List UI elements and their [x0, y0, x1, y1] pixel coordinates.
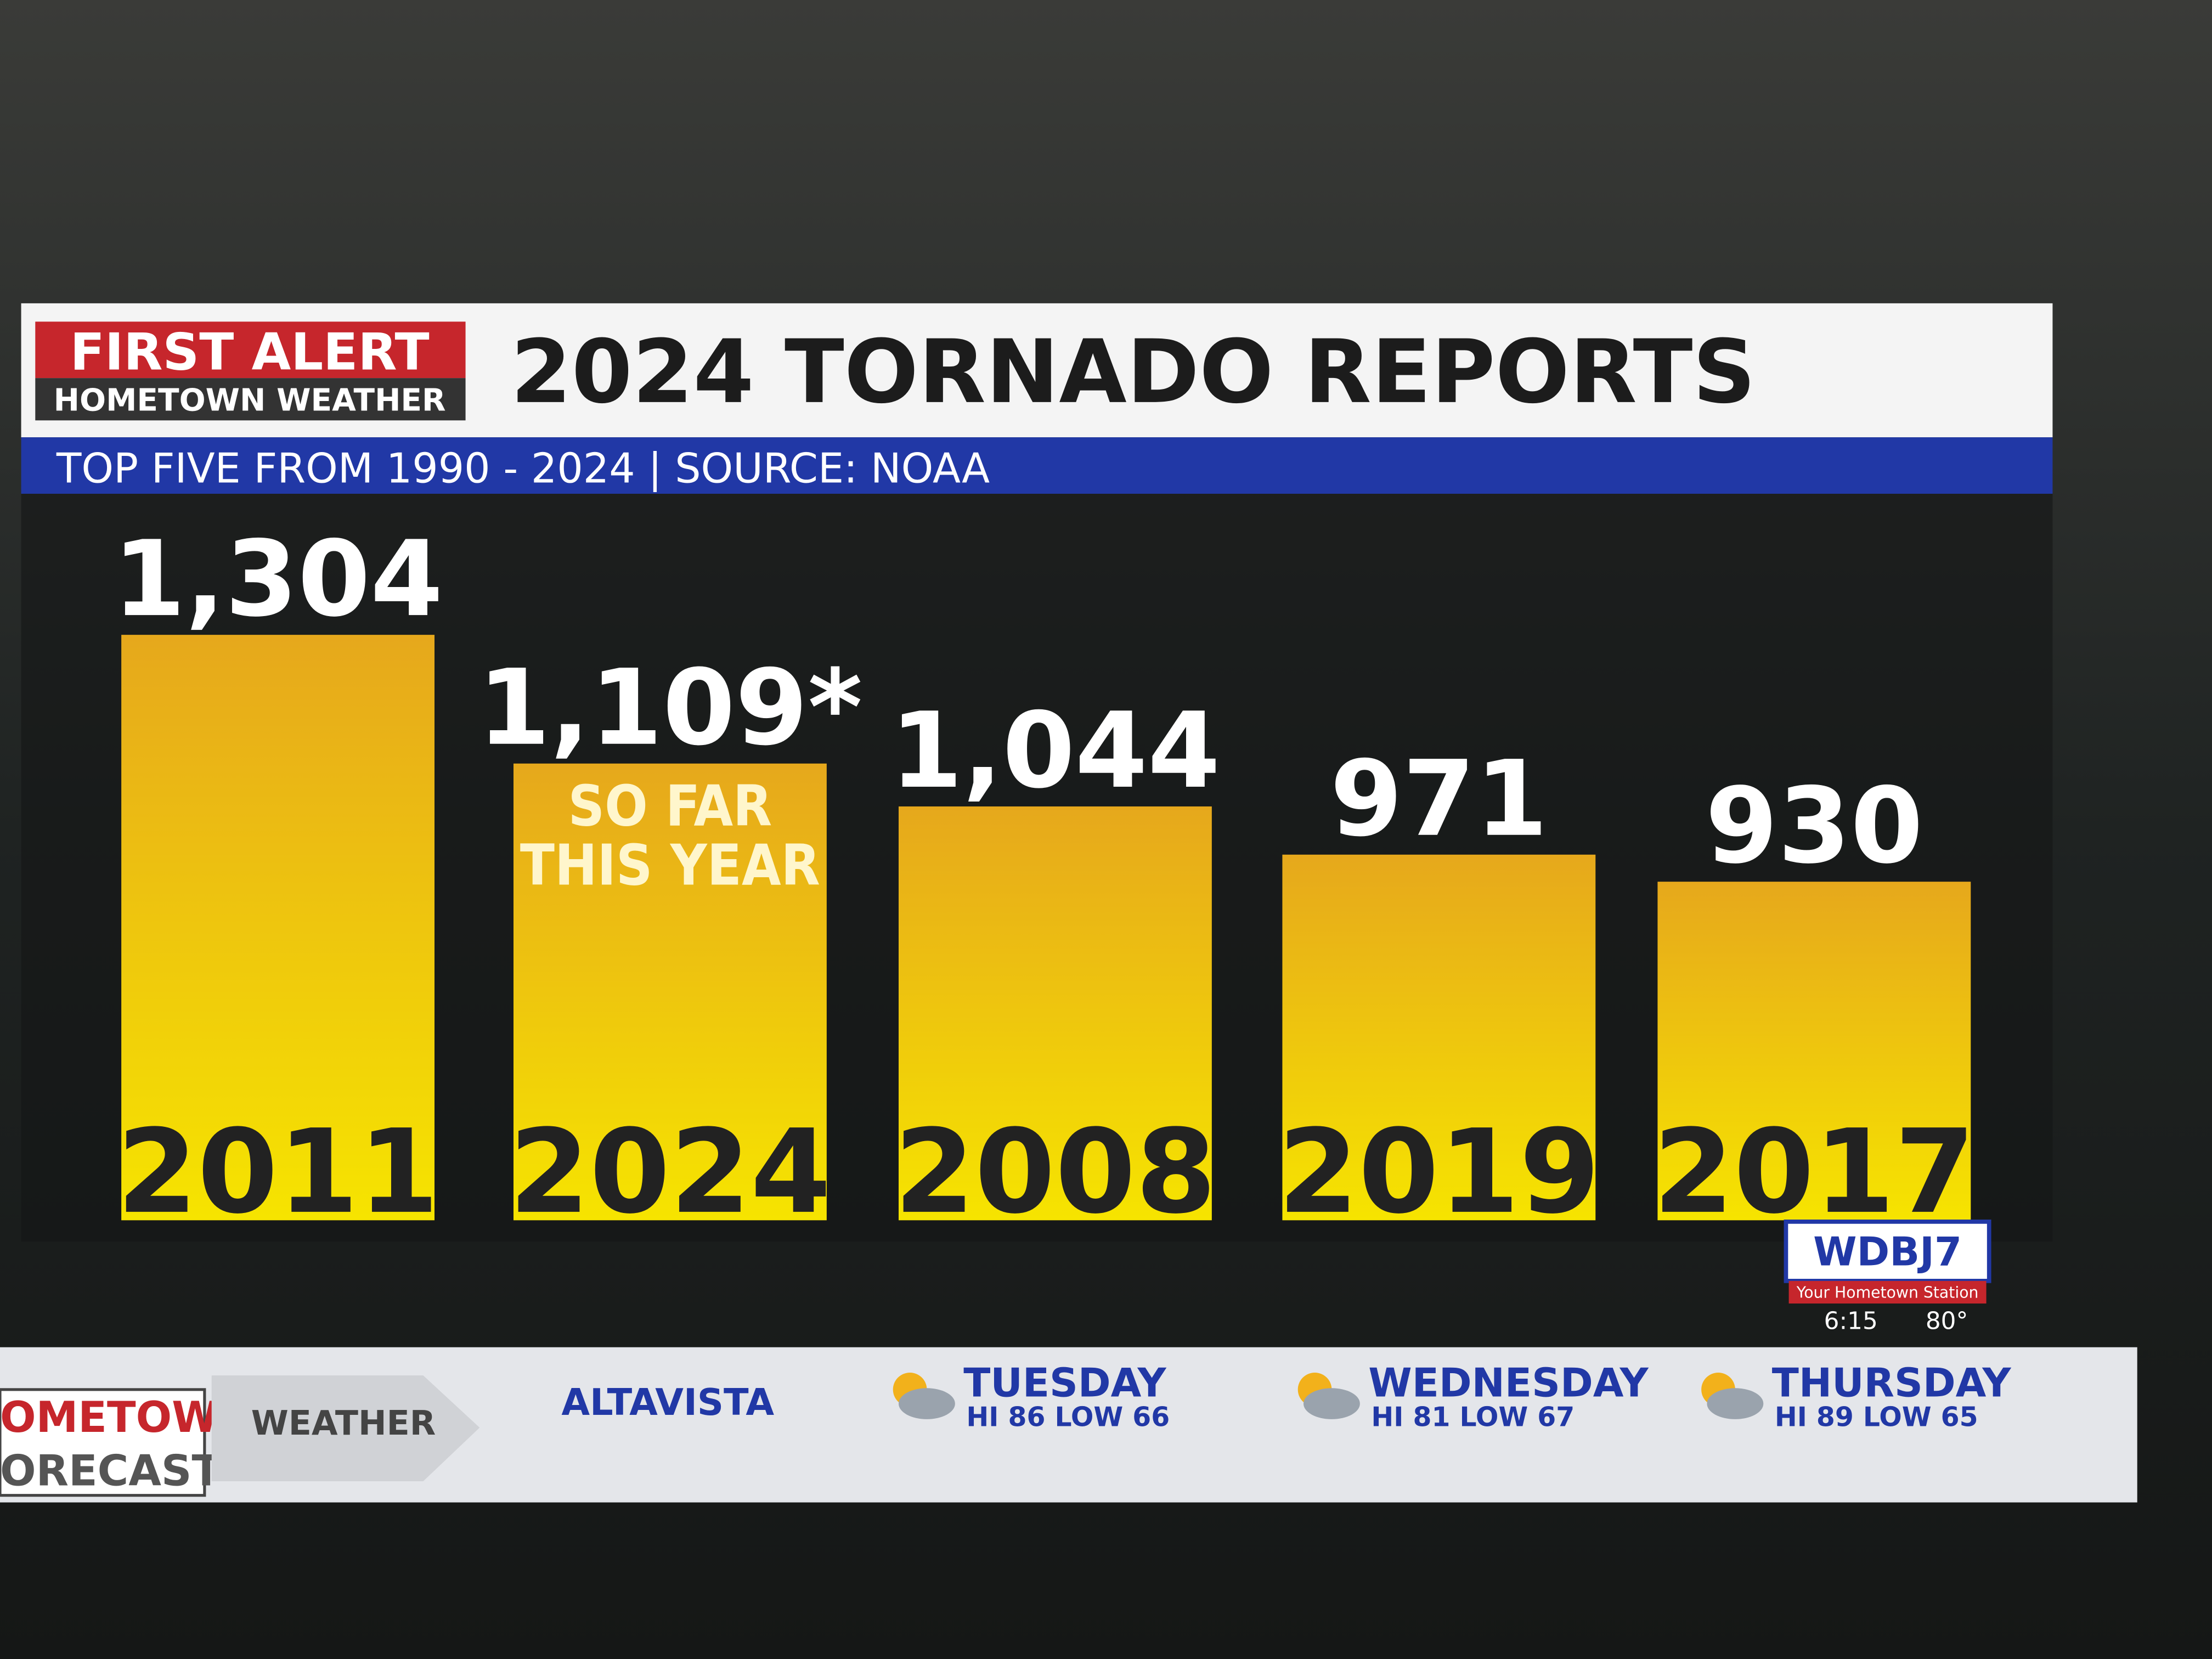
brand-subtitle: HOMETOWN WEATHER: [54, 382, 446, 418]
ticker-day: THURSDAY: [1772, 1360, 2012, 1406]
ticker-forecast: HI 89 LOW 65: [1775, 1402, 1978, 1433]
chart-title: 2024 TORNADO REPORTS: [511, 321, 1756, 423]
bar: [1657, 882, 1971, 1221]
ticker-location: ALTAVISTA: [561, 1381, 774, 1424]
station-logo-box: [1784, 1220, 1991, 1283]
bars: 1,304 2011 1,109* 2024 SO FAR THIS YEAR 1,044…: [113, 518, 1976, 1239]
bar: [899, 806, 1212, 1221]
x-tick-label: 2008: [894, 1104, 1216, 1239]
x-tick-label: 2024: [509, 1104, 831, 1239]
station-logo: WDBJ7: [1813, 1229, 1962, 1275]
annotation: SO FAR THIS YEAR: [520, 777, 820, 899]
ticker-brand: OMETOWN: [0, 1393, 254, 1442]
value-label: 1,109*: [478, 647, 862, 769]
station-tagline-box: [1788, 1280, 1987, 1304]
subtitle-band: [21, 437, 2053, 494]
station-temp: 80°: [1926, 1307, 1968, 1335]
bar: [121, 635, 435, 1221]
brand-box: [35, 321, 466, 379]
value-label: 930: [1705, 765, 1923, 887]
x-tick-label: 2011: [117, 1104, 439, 1239]
station-tagline: Your Hometown Station: [1796, 1284, 1979, 1302]
station-time: 6:15: [1824, 1307, 1878, 1335]
annotation-box: SO FAR THIS YEAR: [520, 777, 820, 899]
bar: [514, 763, 827, 1221]
weather-icon: [1304, 1388, 1360, 1419]
x-tick-label: 2017: [1653, 1104, 1975, 1239]
ticker-label: WEATHER: [251, 1403, 436, 1443]
ticker-brand-box: [0, 1388, 206, 1497]
ticker-day: WEDNESDAY: [1368, 1360, 1649, 1406]
ticker-arrow: [211, 1375, 480, 1481]
value-label: 1,044: [890, 690, 1221, 811]
weather-icon: [1707, 1388, 1764, 1419]
weather-icon: [899, 1388, 955, 1419]
brand-strip: [35, 378, 466, 421]
bar: [1282, 854, 1596, 1221]
chart-subtitle: TOP FIVE FROM 1990 - 2024 | SOURCE: NOAA: [56, 444, 990, 492]
brand-title: FIRST ALERT: [70, 323, 430, 382]
value-label: 1,304: [113, 518, 443, 640]
value-label: 971: [1330, 738, 1548, 860]
ticker-forecast: HI 86 LOW 66: [966, 1402, 1170, 1433]
ticker-day: TUESDAY: [963, 1360, 1166, 1406]
x-tick-label: 2019: [1278, 1104, 1600, 1239]
ticker-forecast: HI 81 LOW 67: [1371, 1402, 1575, 1433]
ticker-brand: ORECAST: [0, 1447, 221, 1496]
